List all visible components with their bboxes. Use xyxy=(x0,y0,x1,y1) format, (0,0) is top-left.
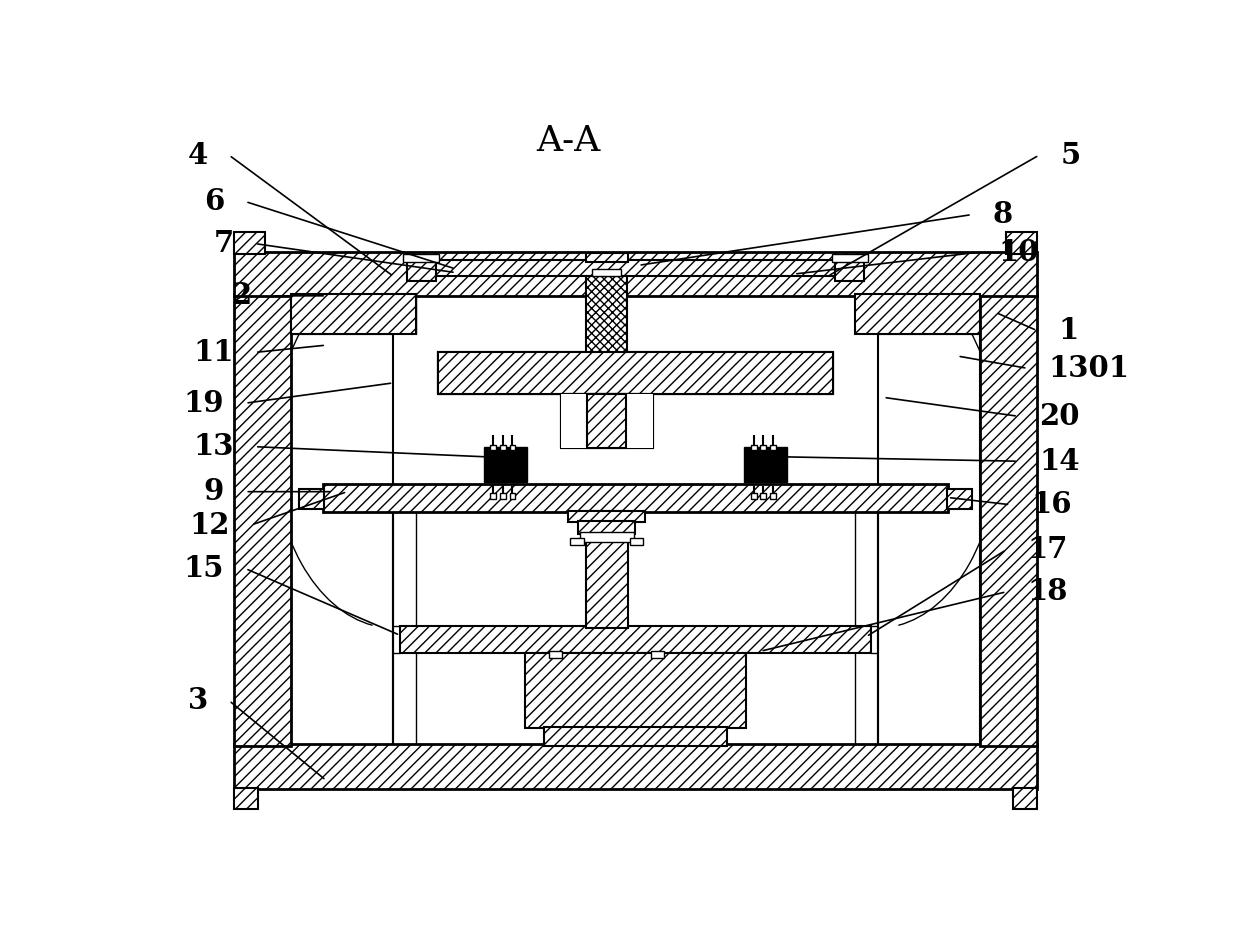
Text: 7: 7 xyxy=(213,229,234,258)
Text: 10: 10 xyxy=(998,237,1039,267)
Text: 4: 4 xyxy=(187,140,208,170)
Bar xyxy=(854,294,980,334)
Bar xyxy=(234,744,1037,789)
Bar xyxy=(560,396,580,447)
Bar xyxy=(525,654,746,728)
Bar xyxy=(510,493,516,499)
Bar xyxy=(624,394,652,448)
Bar xyxy=(1013,788,1037,809)
Bar xyxy=(651,651,665,658)
Bar xyxy=(439,352,832,395)
Bar xyxy=(760,446,766,449)
Text: 13: 13 xyxy=(193,432,234,462)
Text: 3: 3 xyxy=(187,686,208,715)
Bar xyxy=(630,538,644,545)
Text: 2: 2 xyxy=(231,282,250,310)
Text: 5: 5 xyxy=(1060,140,1080,170)
Text: 17: 17 xyxy=(1028,535,1068,564)
Bar xyxy=(324,484,947,512)
Bar xyxy=(585,511,627,628)
Text: 20: 20 xyxy=(1039,401,1080,430)
Bar xyxy=(770,493,776,499)
Bar xyxy=(1007,232,1037,253)
Bar xyxy=(484,447,527,481)
Text: 18: 18 xyxy=(1028,577,1068,607)
Bar xyxy=(836,258,864,282)
Text: 15: 15 xyxy=(184,554,224,583)
Bar xyxy=(947,489,972,509)
Text: 6: 6 xyxy=(203,187,224,216)
Bar xyxy=(234,294,291,745)
Bar xyxy=(560,394,652,448)
Bar xyxy=(291,294,417,334)
Bar xyxy=(500,446,506,449)
Text: 1301: 1301 xyxy=(1049,354,1130,382)
Bar xyxy=(744,447,787,481)
Bar xyxy=(770,446,776,449)
Text: 11: 11 xyxy=(193,338,234,366)
Bar xyxy=(578,521,635,534)
Text: 14: 14 xyxy=(1039,447,1080,476)
Bar xyxy=(234,252,1037,296)
Bar xyxy=(401,625,870,654)
Bar xyxy=(751,493,756,499)
Bar xyxy=(593,269,621,276)
Bar xyxy=(490,493,496,499)
Bar xyxy=(634,396,652,447)
Bar xyxy=(568,394,645,407)
Bar xyxy=(549,651,563,658)
Bar xyxy=(234,788,258,809)
Bar xyxy=(760,493,766,499)
Bar xyxy=(585,253,627,262)
Bar xyxy=(234,232,264,253)
Bar xyxy=(434,260,837,276)
Text: 9: 9 xyxy=(203,478,224,506)
Text: 1: 1 xyxy=(1058,317,1079,345)
Text: A-A: A-A xyxy=(536,123,600,157)
Bar xyxy=(587,276,627,360)
Bar xyxy=(510,446,516,449)
Bar xyxy=(570,538,584,545)
Bar xyxy=(588,394,626,448)
Bar xyxy=(832,253,868,263)
Text: 19: 19 xyxy=(184,389,224,417)
Bar xyxy=(299,489,324,509)
Bar xyxy=(568,511,645,522)
Bar xyxy=(751,446,756,449)
Bar xyxy=(980,294,1037,745)
Bar xyxy=(407,258,435,282)
Bar xyxy=(439,352,832,395)
Bar xyxy=(580,532,634,543)
Bar xyxy=(403,253,439,263)
Bar xyxy=(500,493,506,499)
Bar xyxy=(490,446,496,449)
Bar xyxy=(560,394,589,448)
Text: 8: 8 xyxy=(993,200,1013,229)
Text: 16: 16 xyxy=(1032,490,1073,519)
Bar xyxy=(544,726,727,745)
Text: 12: 12 xyxy=(190,511,229,540)
